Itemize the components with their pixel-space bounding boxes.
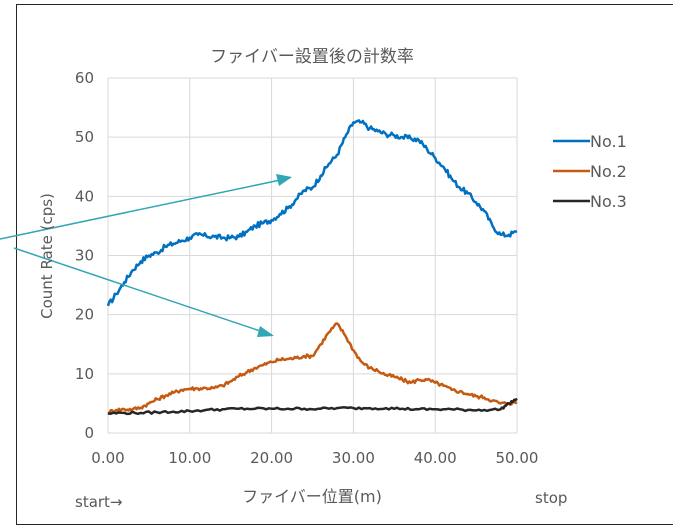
- chart-title: ファイバー設置後の計数率: [210, 47, 414, 67]
- series-line-no3: [107, 397, 518, 416]
- x-tick-label-4: 40.00: [414, 449, 457, 467]
- legend-label-1: No.1: [590, 132, 627, 151]
- series-line-no1: [106, 119, 518, 307]
- y-tick-label-3: 30: [75, 247, 94, 265]
- legend: No.1 No.2 No.3: [553, 132, 627, 211]
- x-tick-label-3: 30.00: [332, 449, 375, 467]
- y-tick-label-2: 20: [75, 306, 94, 324]
- legend-label-2: No.2: [590, 162, 627, 181]
- stop-label: stop: [535, 489, 567, 507]
- arrow-line-lower: [13, 247, 273, 336]
- axis-tick-labels: 0 10 20 30 40 50 60 0.00 10.00 20.00 30.00 40.00 50.…: [75, 69, 539, 467]
- x-tick-label-2: 20.00: [250, 449, 293, 467]
- grid: [107, 77, 518, 434]
- annotation-arrows: [0, 174, 292, 337]
- arrow-line-upper: [0, 177, 291, 240]
- y-tick-label-4: 40: [75, 187, 94, 205]
- y-tick-label-5: 50: [75, 128, 94, 146]
- arrow-head-lower: [257, 326, 274, 337]
- x-tick-label-0: 0.00: [91, 449, 124, 467]
- y-tick-label-6: 60: [75, 69, 94, 87]
- series-layer: [106, 119, 518, 416]
- chart-frame: [16, 4, 673, 525]
- x-tick-label-5: 50.00: [496, 449, 539, 467]
- y-axis-label: Count Rate (cps): [38, 193, 56, 319]
- x-axis-label: ファイバー位置(m): [242, 487, 382, 506]
- x-tick-label-1: 10.00: [168, 449, 211, 467]
- series-line-no2: [107, 322, 518, 415]
- legend-label-3: No.3: [590, 192, 627, 211]
- y-tick-label-0: 0: [84, 424, 94, 442]
- y-tick-label-1: 10: [75, 365, 94, 383]
- arrow-head-upper: [276, 174, 292, 186]
- start-label: start→: [75, 493, 123, 511]
